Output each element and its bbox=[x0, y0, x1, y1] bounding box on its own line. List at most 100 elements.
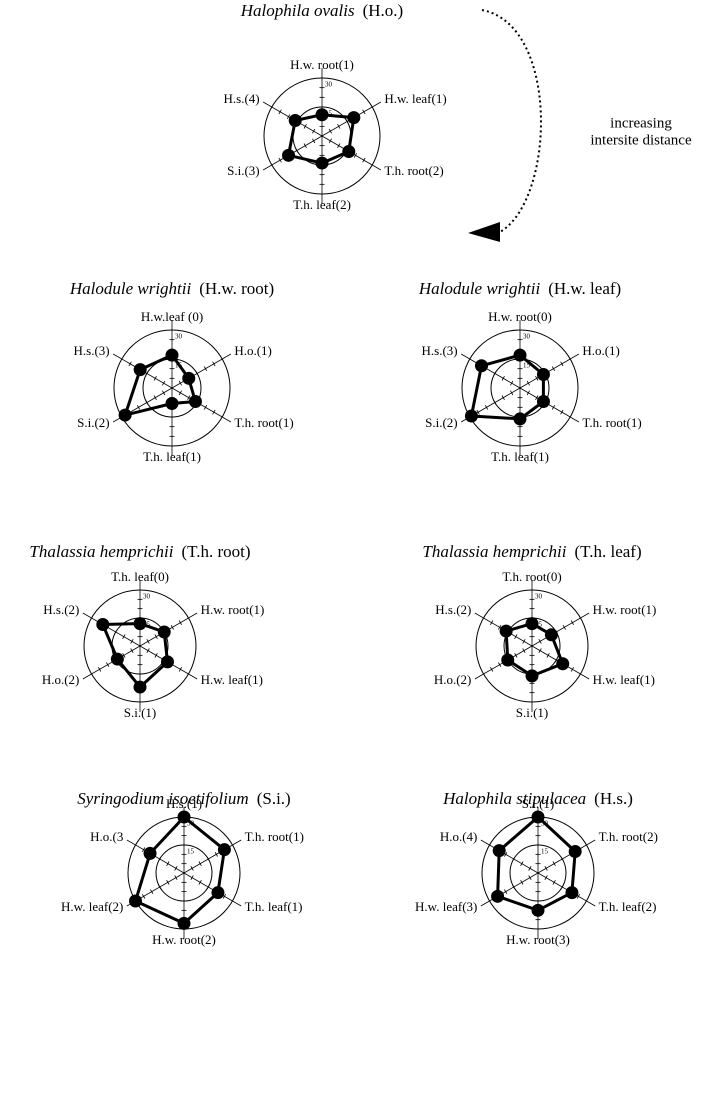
title-species: Syringodium isoetifolium bbox=[77, 789, 248, 808]
spoke-tick bbox=[504, 851, 508, 857]
spoke-tick bbox=[174, 865, 178, 871]
spoke-tick bbox=[498, 624, 502, 630]
spoke bbox=[183, 839, 242, 874]
axis-label: T.h. leaf(1) bbox=[491, 449, 549, 464]
radar-point bbox=[288, 114, 302, 128]
radar-point bbox=[536, 395, 550, 409]
spoke-tick bbox=[560, 884, 564, 890]
spoke-tick bbox=[312, 138, 316, 144]
radar-point bbox=[177, 810, 191, 824]
spoke bbox=[82, 645, 141, 680]
spoke-tick bbox=[162, 380, 166, 386]
radar-point bbox=[110, 652, 124, 666]
spoke-tick bbox=[166, 879, 170, 885]
spoke-tick bbox=[145, 371, 149, 376]
spoke-tick bbox=[528, 865, 532, 871]
axis-label: H.w. root(0) bbox=[488, 309, 552, 324]
radar-point bbox=[491, 889, 505, 903]
spoke-tick bbox=[489, 666, 494, 672]
radar-point bbox=[211, 886, 225, 900]
radar-point bbox=[501, 653, 515, 667]
spoke-tick bbox=[504, 889, 508, 895]
axis-label: H.s.(2) bbox=[43, 602, 79, 617]
title-abbr: (H.w. leaf) bbox=[548, 279, 621, 298]
chart-title: Halophila ovalis (H.o.) bbox=[240, 1, 403, 20]
spoke bbox=[82, 612, 141, 647]
radar-point bbox=[165, 348, 179, 362]
spoke-tick bbox=[501, 395, 505, 401]
spoke-tick bbox=[514, 634, 518, 640]
radar-point bbox=[536, 367, 550, 381]
spoke-tick bbox=[166, 861, 170, 867]
axis-label: T.h. leaf(2) bbox=[599, 899, 657, 914]
axis-label: T.h. leaf(2) bbox=[293, 197, 351, 212]
spoke-tick bbox=[328, 138, 332, 144]
radar-point bbox=[525, 617, 539, 631]
spoke-tick bbox=[146, 648, 150, 654]
title-species: Halophila ovalis bbox=[240, 1, 355, 20]
spoke-tick bbox=[528, 875, 532, 881]
spoke-tick bbox=[484, 404, 489, 410]
spoke-tick bbox=[286, 114, 291, 120]
axis-label: H.s.(3) bbox=[422, 343, 458, 358]
spoke-tick bbox=[501, 375, 505, 381]
r-tick-label: 15 bbox=[325, 110, 333, 118]
radar-point bbox=[177, 916, 191, 930]
spoke-tick bbox=[328, 128, 332, 134]
axis-label: T.h. root(0) bbox=[502, 569, 561, 584]
spoke-tick bbox=[106, 662, 110, 668]
axis-label: S.i.(3) bbox=[227, 163, 260, 178]
distance-arrow bbox=[481, 9, 542, 233]
spoke-tick bbox=[560, 856, 564, 862]
radar-point bbox=[118, 408, 132, 422]
spoke-tick bbox=[114, 629, 118, 635]
title-abbr: (T.h. leaf) bbox=[574, 542, 641, 561]
spoke-tick bbox=[544, 875, 548, 881]
spoke-tick bbox=[498, 662, 502, 668]
spoke-tick bbox=[130, 648, 134, 654]
spoke-tick bbox=[576, 893, 581, 899]
axis-label: H.w. leaf(1) bbox=[384, 91, 446, 106]
spoke-tick bbox=[560, 409, 564, 415]
axis-label: H.o.(1) bbox=[582, 343, 620, 358]
spoke-tick bbox=[214, 851, 218, 857]
spoke-tick bbox=[122, 634, 126, 640]
axis-label: T.h. root(2) bbox=[599, 829, 658, 844]
radar-point bbox=[565, 886, 579, 900]
annotation: increasing bbox=[610, 115, 672, 131]
title-species: Halodule wrightii bbox=[69, 279, 192, 298]
spoke-tick bbox=[526, 390, 530, 396]
spoke-tick bbox=[353, 152, 358, 158]
spoke-tick bbox=[222, 893, 227, 899]
radar-point bbox=[315, 156, 329, 170]
spoke-tick bbox=[312, 128, 316, 134]
radar-point bbox=[342, 144, 356, 158]
axis-label: H.s.(4) bbox=[224, 91, 260, 106]
radar-point bbox=[544, 628, 558, 642]
spoke-tick bbox=[195, 371, 199, 376]
r-tick-label: 30 bbox=[325, 81, 333, 89]
spoke-tick bbox=[520, 879, 524, 885]
radar-point bbox=[143, 846, 157, 860]
axis-label: H.w. root(1) bbox=[290, 57, 354, 72]
spoke-tick bbox=[551, 366, 556, 372]
spoke-tick bbox=[514, 652, 518, 658]
spoke-tick bbox=[570, 620, 575, 626]
spoke-tick bbox=[158, 856, 162, 862]
spoke-tick bbox=[552, 861, 556, 867]
r-tick-label: 15 bbox=[523, 362, 531, 370]
spoke-tick bbox=[560, 361, 564, 367]
axis-label: T.h. root(1) bbox=[234, 415, 293, 430]
spoke bbox=[480, 839, 539, 874]
spoke bbox=[531, 612, 590, 647]
radar-point bbox=[188, 395, 202, 409]
r-tick-label: 30 bbox=[535, 593, 543, 601]
axis-label: H.w. leaf(1) bbox=[201, 672, 263, 687]
spoke-tick bbox=[206, 856, 210, 862]
axis-label: H.s.(1) bbox=[166, 796, 202, 811]
spoke-tick bbox=[303, 123, 307, 129]
spoke-tick bbox=[178, 620, 183, 626]
axis-label: H.w. root(1) bbox=[201, 602, 265, 617]
axis-label: H.w. root(1) bbox=[593, 602, 657, 617]
spoke-tick bbox=[552, 879, 556, 885]
